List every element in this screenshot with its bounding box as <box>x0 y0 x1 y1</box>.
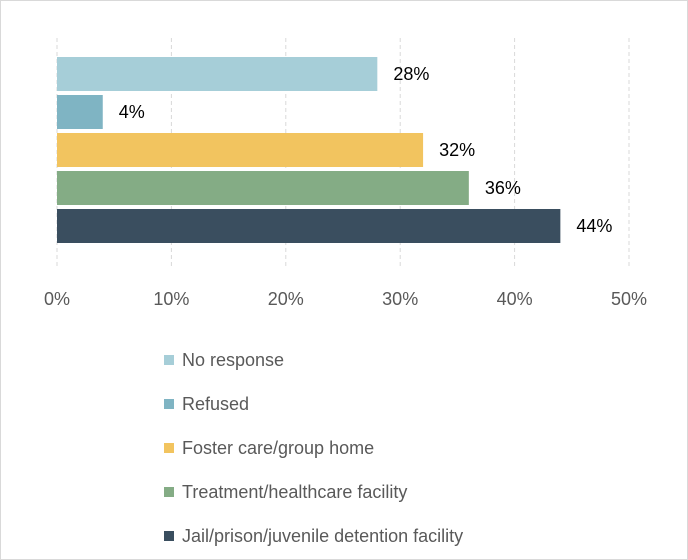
legend-swatch <box>164 531 174 541</box>
bar <box>57 57 378 91</box>
x-tick-label: 40% <box>497 289 533 309</box>
legend-label: Jail/prison/juvenile detention facility <box>182 525 464 546</box>
legend-swatch <box>164 355 174 365</box>
legend-item: Jail/prison/juvenile detention facility <box>164 514 644 558</box>
x-tick-label: 20% <box>268 289 304 309</box>
bar <box>57 95 103 129</box>
legend-item: Treatment/healthcare facility <box>164 470 644 514</box>
chart-legend: No response Refused Foster care/group home… <box>164 338 644 558</box>
data-label: 28% <box>393 64 429 84</box>
data-label: 4% <box>119 102 145 122</box>
x-tick-label: 10% <box>153 289 189 309</box>
legend-item: No response <box>164 338 644 382</box>
bar <box>57 133 424 167</box>
legend-item: Foster care/group home <box>164 426 644 470</box>
legend-label: Refused <box>182 393 250 414</box>
legend-item: Refused <box>164 382 644 426</box>
legend-label: Foster care/group home <box>182 437 375 458</box>
legend-label: Treatment/healthcare facility <box>182 481 408 502</box>
data-label: 32% <box>439 140 475 160</box>
bar <box>57 171 469 205</box>
legend-swatch <box>164 487 174 497</box>
data-label: 44% <box>576 216 612 236</box>
legend-label: No response <box>182 349 285 370</box>
x-tick-label: 0% <box>44 289 70 309</box>
legend-swatch <box>164 399 174 409</box>
bar <box>57 209 561 243</box>
x-tick-label: 50% <box>611 289 647 309</box>
x-tick-label: 30% <box>382 289 418 309</box>
legend-swatch <box>164 443 174 453</box>
data-label: 36% <box>485 178 521 198</box>
